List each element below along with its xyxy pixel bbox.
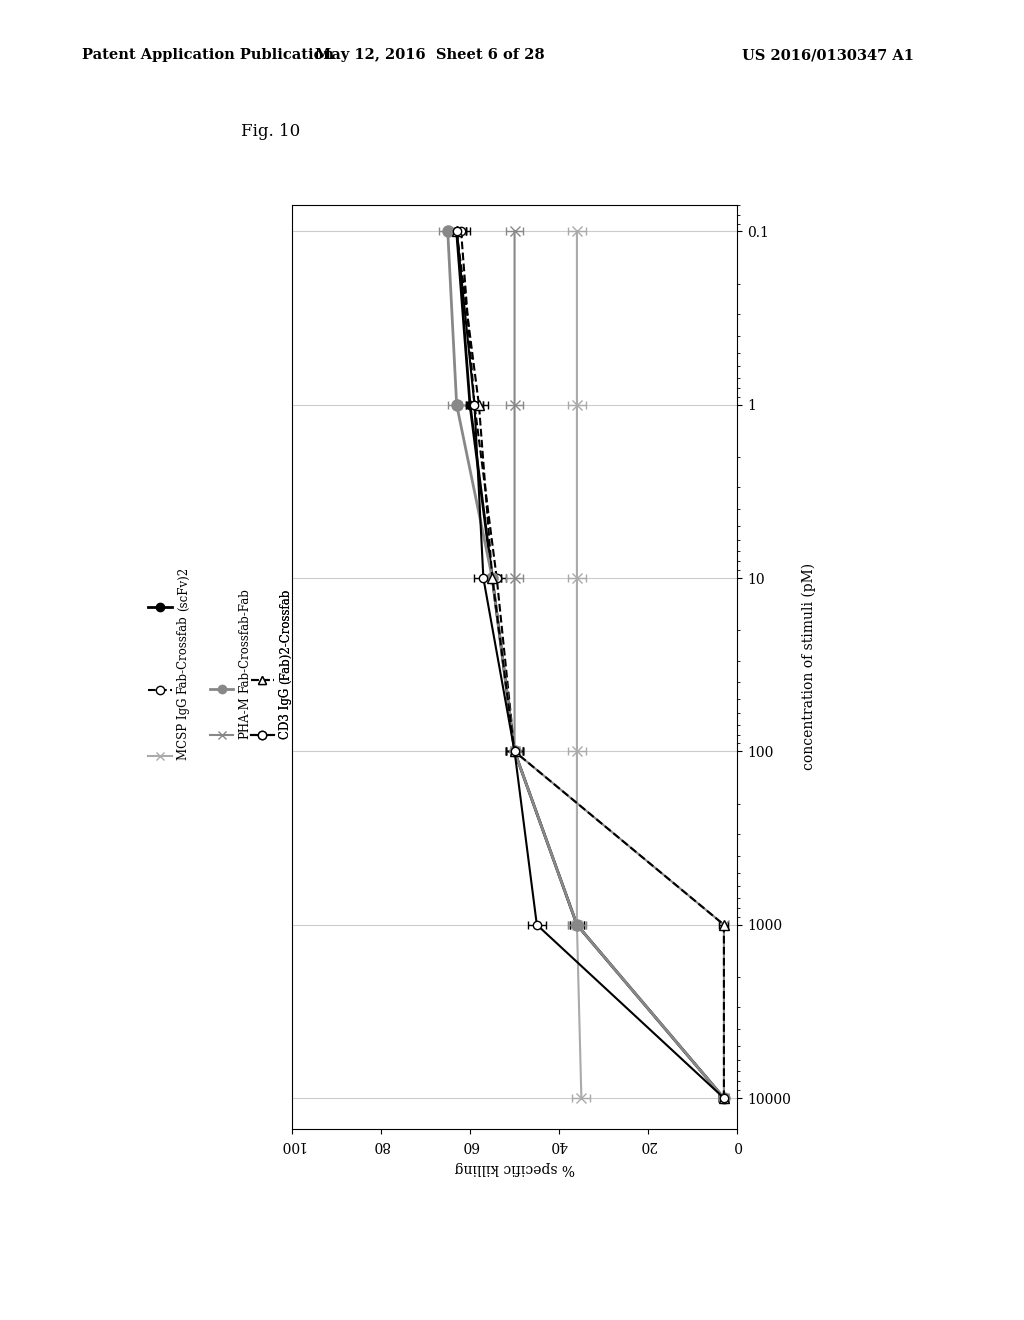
Text: May 12, 2016  Sheet 6 of 28: May 12, 2016 Sheet 6 of 28 xyxy=(315,49,545,62)
Text: Patent Application Publication: Patent Application Publication xyxy=(82,49,334,62)
Legend: (Fab)2-Crossfab, CD3 IgG: (Fab)2-Crossfab, CD3 IgG xyxy=(251,591,292,742)
X-axis label: % specific killing: % specific killing xyxy=(455,1160,574,1175)
Text: Fig. 10: Fig. 10 xyxy=(241,124,300,140)
Y-axis label: concentration of stimuli (pM): concentration of stimuli (pM) xyxy=(802,564,816,770)
Text: US 2016/0130347 A1: US 2016/0130347 A1 xyxy=(742,49,914,62)
